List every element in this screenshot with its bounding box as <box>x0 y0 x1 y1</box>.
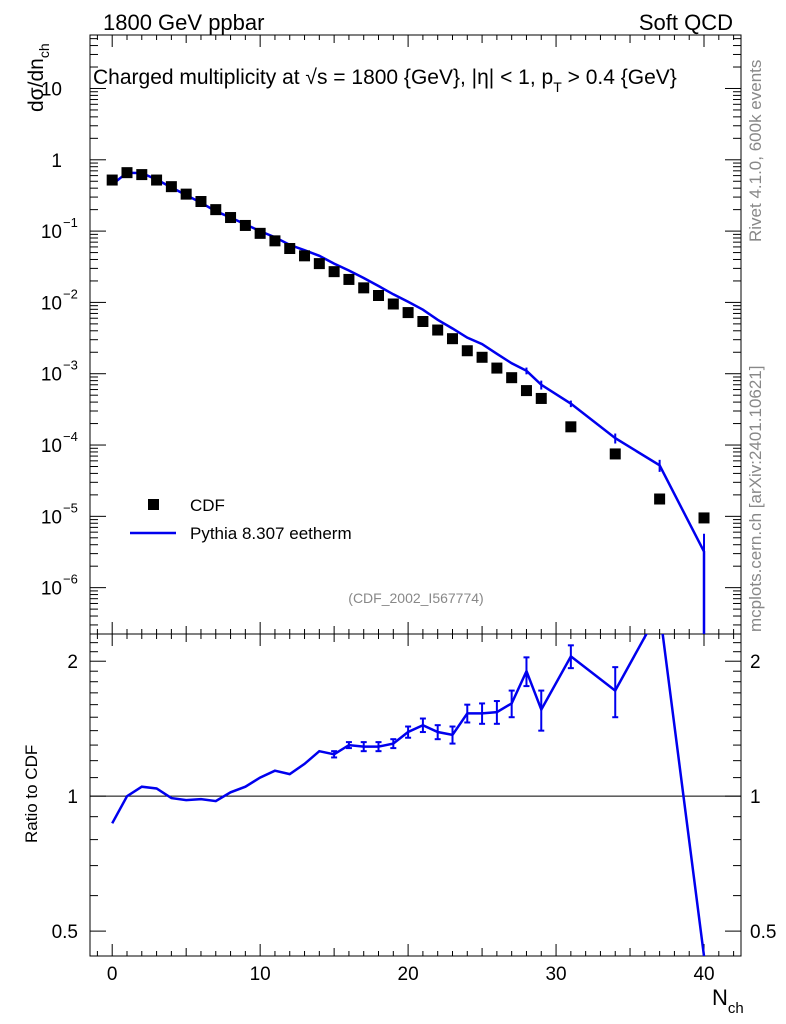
data-point <box>535 392 547 404</box>
data-point <box>151 174 163 186</box>
y-tick-label: 1 <box>51 151 62 172</box>
y-tick-exponent: −1 <box>63 215 78 230</box>
ratio-tick-label-right: 2 <box>750 652 761 673</box>
data-point <box>254 227 266 239</box>
data-point <box>698 512 710 524</box>
data-point <box>609 448 621 460</box>
data-point <box>446 333 458 345</box>
ratio-series-line <box>111 634 706 956</box>
legend-label-pythia: Pythia 8.307 eetherm <box>190 524 352 543</box>
y-axis-label: dσ/dnch <box>25 43 52 112</box>
data-point <box>313 258 325 270</box>
side-site-label: mcplots.cern.ch [arXiv:2401.10621] <box>746 366 765 632</box>
x-tick-label: 30 <box>545 964 566 985</box>
x-tick-label: 20 <box>398 964 419 985</box>
legend: CDF Pythia 8.307 eetherm <box>130 496 352 543</box>
y-tick-exponent: −3 <box>63 358 78 373</box>
y-tick-label: 10 <box>41 436 62 457</box>
data-point <box>565 421 577 433</box>
header-right-label: Soft QCD <box>639 10 733 35</box>
ratio-tick-label: 0.5 <box>52 922 78 943</box>
data-point <box>417 315 429 327</box>
data-point <box>432 324 444 336</box>
data-point <box>195 196 207 208</box>
data-point <box>476 351 488 363</box>
data-point <box>165 181 177 193</box>
data-point <box>136 169 148 181</box>
data-point <box>387 298 399 310</box>
data-point <box>491 362 503 374</box>
chart-title: Charged multiplicity at √s = 1800 {GeV},… <box>93 66 677 95</box>
ratio-tick-label: 2 <box>67 652 78 673</box>
x-tick-label: 0 <box>107 964 118 985</box>
data-point <box>299 250 311 262</box>
data-point <box>210 204 222 216</box>
data-point <box>461 345 473 357</box>
data-point <box>180 188 192 200</box>
side-version-label: Rivet 4.1.0, 600k events <box>746 60 765 242</box>
y-tick-exponent: −5 <box>63 500 78 515</box>
x-tick-label: 40 <box>693 964 714 985</box>
ratio-tick-label: 1 <box>67 787 78 808</box>
header-left-label: 1800 GeV ppbar <box>103 10 264 35</box>
analysis-id-label: (CDF_2002_I567774) <box>348 590 483 606</box>
data-point <box>284 243 296 255</box>
y-tick-label: 10 <box>41 507 62 528</box>
ratio-tick-label-right: 1 <box>750 787 761 808</box>
y-tick-exponent: −6 <box>63 572 78 587</box>
data-point <box>520 385 532 397</box>
data-point <box>239 219 251 231</box>
data-point <box>506 372 518 384</box>
data-point <box>358 282 370 294</box>
data-point <box>328 266 340 278</box>
x-tick-label: 10 <box>250 964 271 985</box>
y-tick-label: 10 <box>41 79 62 100</box>
y-tick-exponent: −4 <box>63 429 78 444</box>
data-point <box>269 235 281 247</box>
data-point <box>402 307 414 319</box>
main-plot-area <box>106 167 710 634</box>
x-axis-label: Nch <box>712 985 744 1017</box>
ratio-plot-area <box>111 634 706 956</box>
y-tick-exponent: −2 <box>63 286 78 301</box>
y-tick-label: 10 <box>41 579 62 600</box>
ratio-axis-label: Ratio to CDF <box>22 745 41 843</box>
data-point <box>373 290 385 302</box>
y-tick-label: 10 <box>41 365 62 386</box>
data-point <box>654 493 666 505</box>
data-point <box>106 174 118 186</box>
marks-layer <box>106 167 710 956</box>
ratio-tick-label-right: 0.5 <box>750 922 776 943</box>
data-point <box>343 273 355 285</box>
main-panel-frame <box>89 34 742 635</box>
y-tick-label: 10 <box>41 222 62 243</box>
legend-label-cdf: CDF <box>190 496 225 515</box>
y-tick-label: 10 <box>41 293 62 314</box>
mc-series-line <box>111 171 706 634</box>
data-point <box>121 167 133 179</box>
legend-marker-cdf <box>148 499 159 510</box>
ratio-panel-frame <box>89 633 742 957</box>
data-point <box>225 212 237 224</box>
